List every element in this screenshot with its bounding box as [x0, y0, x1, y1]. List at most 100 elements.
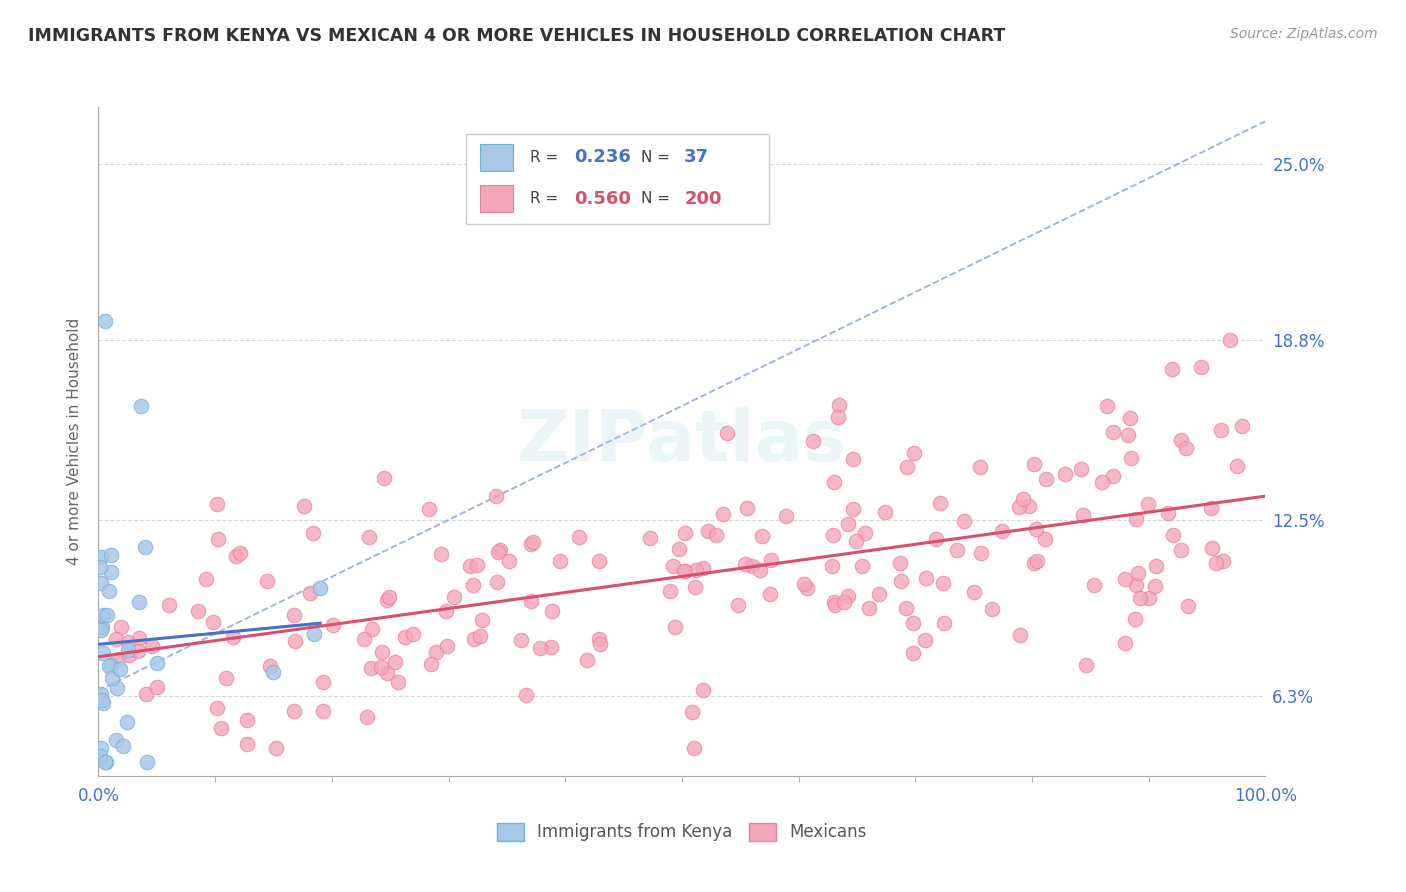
Point — [685, 563, 707, 577]
Point — [1083, 578, 1105, 592]
Point — [1119, 451, 1142, 466]
Point — [1033, 532, 1056, 546]
Point — [837, 589, 859, 603]
Point — [215, 671, 238, 685]
Point — [1199, 500, 1222, 515]
Point — [97, 659, 120, 673]
Point — [1160, 361, 1182, 376]
Point — [1170, 433, 1192, 447]
Point — [141, 639, 163, 653]
Point — [107, 652, 129, 666]
Point — [946, 542, 969, 557]
Point — [889, 556, 911, 570]
Point — [824, 595, 846, 609]
Point — [418, 501, 440, 516]
Point — [100, 548, 122, 562]
Point — [420, 657, 443, 671]
Point — [868, 587, 890, 601]
Point — [136, 755, 159, 769]
Point — [1201, 541, 1223, 555]
Point — [292, 500, 315, 514]
Point — [1123, 612, 1146, 626]
Point — [858, 601, 880, 615]
Point — [236, 713, 259, 727]
Point — [195, 572, 218, 586]
Point — [821, 559, 844, 574]
Point — [145, 680, 167, 694]
Legend: Immigrants from Kenya, Mexicans: Immigrants from Kenya, Mexicans — [491, 816, 873, 848]
Point — [283, 608, 305, 623]
Point — [1012, 492, 1035, 507]
Point — [146, 656, 169, 670]
Point — [262, 665, 284, 679]
Point — [301, 526, 323, 541]
Point — [115, 715, 138, 730]
Point — [1054, 467, 1077, 481]
Point — [823, 528, 845, 542]
Point — [443, 590, 465, 604]
Point — [387, 675, 409, 690]
Point — [735, 500, 758, 515]
Point — [834, 595, 856, 609]
Point — [1226, 458, 1249, 473]
Point — [925, 532, 948, 546]
Point — [118, 648, 141, 662]
Point — [89, 549, 111, 564]
Point — [309, 581, 332, 595]
Point — [463, 632, 485, 647]
FancyBboxPatch shape — [479, 144, 513, 170]
Point — [673, 565, 696, 579]
Text: 0.236: 0.236 — [575, 148, 631, 166]
Point — [1219, 334, 1241, 348]
Point — [91, 696, 114, 710]
Point — [970, 546, 993, 560]
Point — [1114, 636, 1136, 650]
Point — [485, 575, 508, 590]
Point — [117, 634, 139, 648]
Point — [934, 615, 956, 630]
Point — [1018, 499, 1040, 513]
Point — [225, 549, 247, 563]
Point — [683, 740, 706, 755]
Point — [1116, 428, 1139, 442]
Point — [104, 632, 127, 647]
Point — [489, 543, 512, 558]
Point — [851, 558, 873, 573]
Point — [229, 545, 252, 559]
Point — [681, 705, 703, 719]
Point — [100, 565, 122, 579]
Point — [1156, 506, 1178, 520]
Point — [828, 398, 851, 412]
Point — [914, 571, 936, 585]
Point — [128, 595, 150, 609]
Point — [1022, 457, 1045, 471]
Point — [692, 682, 714, 697]
Point — [100, 671, 122, 685]
Point — [436, 639, 458, 653]
Point — [90, 620, 112, 634]
Point — [128, 631, 150, 645]
Text: R =: R = — [530, 150, 564, 165]
Point — [465, 558, 488, 573]
Point — [430, 548, 453, 562]
Point — [90, 687, 112, 701]
Point — [498, 554, 520, 568]
Text: Source: ZipAtlas.com: Source: ZipAtlas.com — [1230, 27, 1378, 41]
Point — [1129, 591, 1152, 605]
Point — [716, 426, 738, 441]
Point — [375, 666, 398, 681]
Point — [356, 710, 378, 724]
Point — [209, 722, 232, 736]
Text: 0.560: 0.560 — [575, 190, 631, 208]
Point — [842, 451, 865, 466]
Point — [312, 704, 335, 718]
Point — [529, 640, 551, 655]
Point — [1125, 577, 1147, 591]
Point — [129, 399, 152, 413]
Point — [540, 640, 562, 654]
Text: 37: 37 — [685, 148, 709, 166]
Point — [568, 530, 591, 544]
Point — [298, 586, 321, 600]
Point — [264, 740, 287, 755]
Point — [104, 733, 127, 747]
